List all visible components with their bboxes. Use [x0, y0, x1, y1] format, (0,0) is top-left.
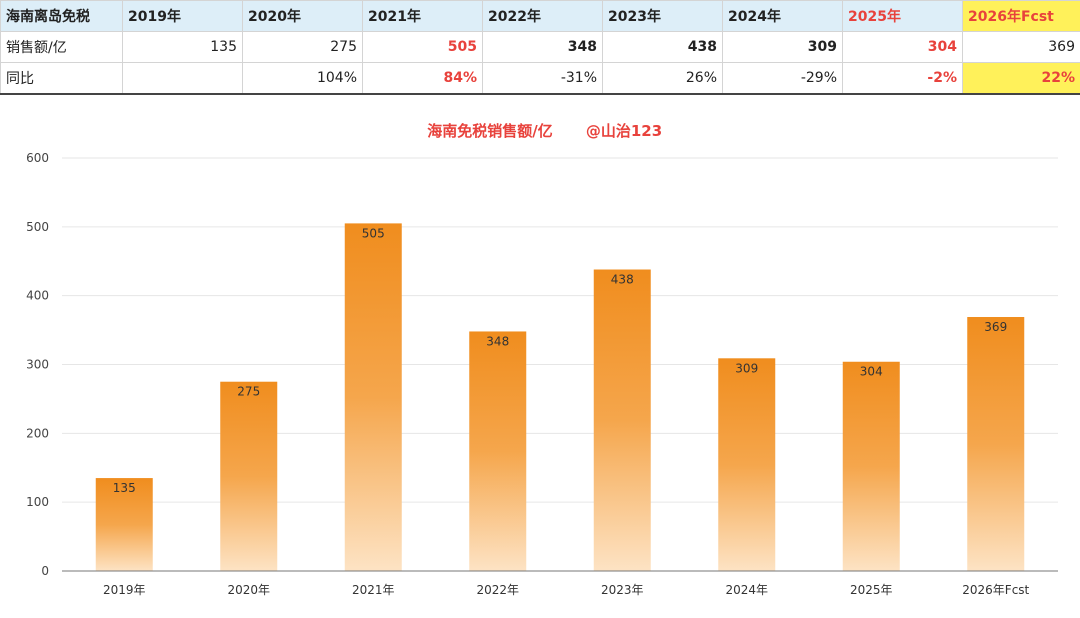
sales-cell-2022[interactable]: 348 [482, 31, 603, 63]
bar-value-label: 505 [362, 226, 385, 240]
y-tick-label: 600 [26, 151, 49, 165]
yoy-cell-2022[interactable]: -31% [482, 62, 603, 95]
x-tick-label: 2025年 [850, 583, 893, 597]
header-cell-2026-fcst[interactable]: 2026年Fcst [962, 0, 1080, 32]
yoy-cell-2021[interactable]: 84% [362, 62, 483, 95]
sales-cell-2023[interactable]: 438 [602, 31, 723, 63]
y-tick-label: 100 [26, 495, 49, 509]
sales-cell-2020[interactable]: 275 [242, 31, 363, 63]
x-tick-label: 2024年 [725, 583, 768, 597]
table-header-row: 海南离岛免税 2019年 2020年 2021年 2022年 2023年 202… [0, 0, 1080, 32]
header-cell-2024[interactable]: 2024年 [722, 0, 843, 32]
x-tick-label: 2020年 [227, 583, 270, 597]
bar-value-label: 438 [611, 273, 634, 287]
row-label-sales[interactable]: 销售额/亿 [0, 31, 123, 63]
x-tick-label: 2022年 [476, 583, 519, 597]
yoy-cell-2026-fcst[interactable]: 22% [962, 62, 1080, 95]
bar-value-label: 275 [237, 385, 260, 399]
bar-value-label: 135 [113, 481, 136, 495]
y-tick-label: 200 [26, 426, 49, 440]
y-tick-label: 300 [26, 358, 49, 372]
header-cell-2021[interactable]: 2021年 [362, 0, 483, 32]
x-tick-label: 2021年 [352, 583, 395, 597]
x-axis-categories: 2019年 2020年 2021年 2022年 2023年 2024年 2025年 2026年… [103, 583, 1030, 597]
table-row-yoy: 同比 104% 84% -31% 26% -29% -2% 22% [0, 62, 1080, 95]
x-tick-label: 2026年Fcst [962, 583, 1029, 597]
sales-cell-2021[interactable]: 505 [362, 31, 483, 63]
yoy-cell-2020[interactable]: 104% [242, 62, 363, 95]
yoy-cell-2024[interactable]: -29% [722, 62, 843, 95]
chart-subtitle: @山治123 [586, 122, 662, 140]
header-cell-2019[interactable]: 2019年 [122, 0, 243, 32]
y-tick-label: 400 [26, 289, 49, 303]
gridlines [62, 157, 1058, 503]
chart-title: 海南免税销售额/亿 [427, 122, 552, 140]
data-table-sheet: 海南离岛免税 2019年 2020年 2021年 2022年 2023年 202… [0, 0, 1080, 95]
sales-cell-2019[interactable]: 135 [122, 31, 243, 63]
yoy-cell-2023[interactable]: 26% [602, 62, 723, 95]
bar[interactable] [344, 223, 402, 571]
table-row-sales: 销售额/亿 135 275 505 348 438 309 304 369 [0, 31, 1080, 63]
bar-chart-area: 海南免税销售额/亿 @山治123 0 100 200 300 400 500 600 135… [0, 96, 1080, 618]
bar-value-label: 309 [735, 361, 758, 375]
bar[interactable] [842, 361, 900, 571]
bar[interactable] [220, 381, 278, 571]
header-cell-2020[interactable]: 2020年 [242, 0, 363, 32]
y-tick-label: 500 [26, 220, 49, 234]
bar[interactable] [95, 478, 153, 571]
bar[interactable] [593, 269, 651, 571]
y-axis-ticks: 0 100 200 300 400 500 600 [26, 151, 49, 578]
x-tick-label: 2019年 [103, 583, 146, 597]
row-label-yoy[interactable]: 同比 [0, 62, 123, 95]
bar-value-label: 348 [486, 334, 509, 348]
sales-cell-2025[interactable]: 304 [842, 31, 963, 63]
header-cell-2023[interactable]: 2023年 [602, 0, 723, 32]
yoy-cell-2019[interactable] [122, 62, 243, 95]
header-cell-2022[interactable]: 2022年 [482, 0, 603, 32]
bar[interactable] [967, 317, 1025, 571]
yoy-cell-2025[interactable]: -2% [842, 62, 963, 95]
header-cell-2025[interactable]: 2025年 [842, 0, 963, 32]
bar[interactable] [469, 331, 527, 571]
bar-value-label: 369 [984, 320, 1007, 334]
sales-cell-2026-fcst[interactable]: 369 [962, 31, 1080, 63]
data-labels: 135 275 505 348 438 309 304 369 [113, 226, 1007, 495]
header-cell-title[interactable]: 海南离岛免税 [0, 0, 123, 32]
sales-cell-2024[interactable]: 309 [722, 31, 843, 63]
bar[interactable] [718, 358, 776, 571]
bar-value-label: 304 [860, 365, 883, 379]
data-table: 海南离岛免税 2019年 2020年 2021年 2022年 2023年 202… [0, 0, 1080, 95]
bar-chart: 海南免税销售额/亿 @山治123 0 100 200 300 400 500 600 135… [26, 122, 1058, 597]
y-tick-label: 0 [41, 564, 49, 578]
x-tick-label: 2023年 [601, 583, 644, 597]
bars [95, 223, 1025, 571]
